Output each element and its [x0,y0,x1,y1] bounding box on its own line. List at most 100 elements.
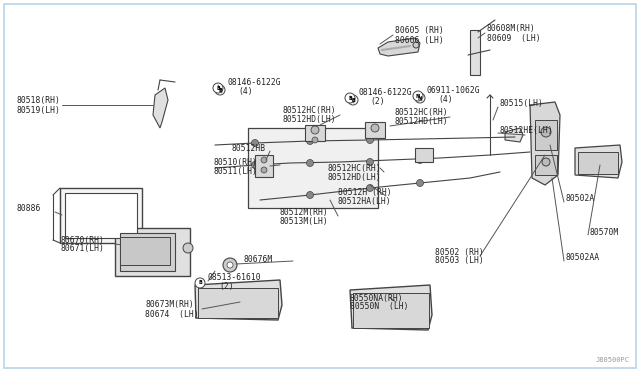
Circle shape [213,83,223,93]
Circle shape [223,258,237,272]
Circle shape [307,160,314,167]
Text: B: B [351,97,355,103]
Text: 80609  (LH): 80609 (LH) [487,33,541,42]
Circle shape [261,167,267,173]
Bar [198,288,278,318]
Text: B: B [218,87,222,93]
Text: B: B [348,96,352,100]
Text: 80886: 80886 [16,203,40,212]
Bar [65,193,137,238]
Text: 80512H (RH): 80512H (RH) [338,187,392,196]
Bar [120,237,170,265]
Circle shape [261,157,267,163]
Circle shape [371,124,379,132]
Bar [353,293,429,328]
Text: 80512M(RH): 80512M(RH) [280,208,329,217]
Circle shape [413,91,423,101]
Polygon shape [505,128,523,142]
Polygon shape [530,102,560,185]
Text: 80512HD(LH): 80512HD(LH) [395,116,449,125]
Text: 80512HE(LH): 80512HE(LH) [500,125,554,135]
Text: 80608M(RH): 80608M(RH) [487,23,536,32]
Circle shape [311,126,319,134]
Circle shape [367,158,374,166]
Circle shape [227,262,233,268]
Circle shape [542,158,550,166]
Text: B: B [216,86,220,90]
Text: 80502A: 80502A [566,193,595,202]
Text: 80512HC(RH): 80512HC(RH) [283,106,337,115]
Text: 80511(LH): 80511(LH) [214,167,258,176]
Text: 80502AA: 80502AA [566,253,600,263]
Text: 80502 (RH): 80502 (RH) [435,247,484,257]
Text: 08146-6122G: 08146-6122G [227,77,280,87]
Text: 80676M: 80676M [244,254,273,263]
Circle shape [252,140,259,147]
Text: (2): (2) [219,282,234,291]
Polygon shape [378,38,420,56]
Polygon shape [470,30,480,75]
Text: 80674  (LH): 80674 (LH) [145,310,198,318]
Bar [248,128,378,208]
Circle shape [252,161,259,169]
Text: 80671(LH): 80671(LH) [60,244,104,253]
Circle shape [541,127,551,137]
Bar [535,120,557,150]
Bar [415,148,433,162]
Polygon shape [195,280,282,320]
Text: N: N [416,93,420,99]
Text: N: N [418,96,422,100]
Bar [535,155,557,175]
Bar [60,188,142,243]
Text: 80510(RH): 80510(RH) [214,157,258,167]
Circle shape [312,137,318,143]
Text: 80570M: 80570M [590,228,620,237]
Bar [578,152,618,174]
Circle shape [348,95,358,105]
Text: (4): (4) [238,87,253,96]
Text: 80512HD(LH): 80512HD(LH) [283,115,337,124]
Circle shape [307,192,314,199]
Text: J80500PC: J80500PC [596,357,630,363]
Polygon shape [575,145,622,178]
Circle shape [417,157,424,164]
Text: 80512HC(RH): 80512HC(RH) [395,108,449,116]
Circle shape [367,137,374,144]
Text: 80512HB: 80512HB [232,144,266,153]
Bar [365,122,385,138]
Bar [115,228,190,276]
Circle shape [215,85,225,95]
Text: 80512HC(RH): 80512HC(RH) [328,164,381,173]
Circle shape [413,42,419,48]
Text: 80606 (LH): 80606 (LH) [395,35,444,45]
Text: 08513-61610: 08513-61610 [208,273,262,282]
Text: 80512HA(LH): 80512HA(LH) [338,196,392,205]
Circle shape [367,185,374,192]
Circle shape [307,138,314,144]
Text: 80512HD(LH): 80512HD(LH) [328,173,381,182]
Text: 80670(RH): 80670(RH) [60,235,104,244]
Polygon shape [153,88,168,128]
Text: 80503 (LH): 80503 (LH) [435,257,484,266]
Text: 80515(LH): 80515(LH) [500,99,544,108]
Bar [120,233,175,271]
Text: 80519(LH): 80519(LH) [16,106,60,115]
Text: 06911-1062G: 06911-1062G [427,86,481,94]
Text: 80673M(RH): 80673M(RH) [145,301,194,310]
Text: (4): (4) [438,94,452,103]
Text: 80550N  (LH): 80550N (LH) [350,302,408,311]
Circle shape [415,93,425,103]
Text: B: B [198,280,202,285]
Text: 80513M(LH): 80513M(LH) [280,217,329,225]
Text: (2): (2) [370,96,385,106]
Bar [305,125,325,141]
Circle shape [417,180,424,186]
Text: 08146-6122G: 08146-6122G [359,87,413,96]
Circle shape [195,278,205,288]
Circle shape [345,93,355,103]
Polygon shape [350,285,432,330]
Text: 80605 (RH): 80605 (RH) [395,26,444,35]
Text: 80518(RH): 80518(RH) [16,96,60,105]
Circle shape [183,243,193,253]
Bar [255,155,273,177]
